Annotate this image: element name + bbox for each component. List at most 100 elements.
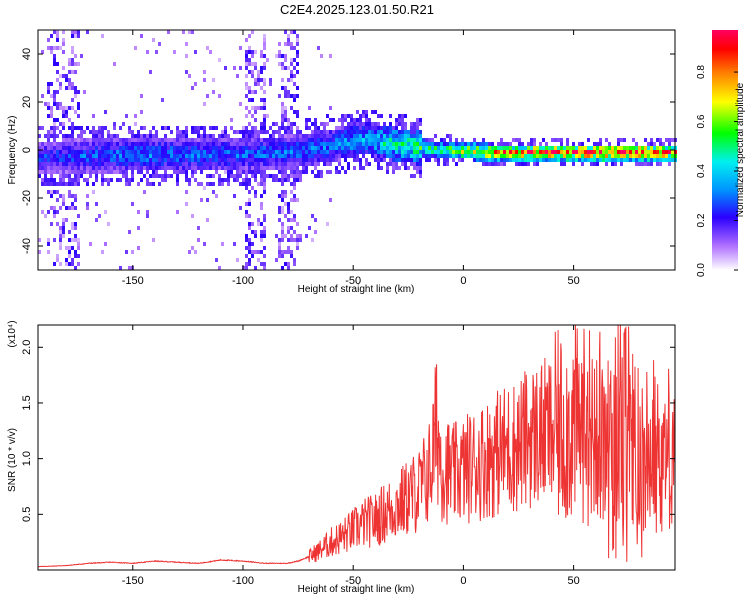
spectrogram-cell — [305, 166, 308, 170]
spectrogram-cell — [548, 158, 551, 162]
spectrogram-cell — [77, 134, 80, 138]
spectrogram-cell — [74, 154, 77, 158]
spectrogram-cell — [173, 170, 176, 174]
spectrogram-cell — [275, 130, 278, 134]
spectrogram-cell — [290, 250, 293, 254]
spectrogram-cell — [356, 118, 359, 122]
spectrogram-cell — [95, 138, 98, 142]
spectrogram-cell — [284, 194, 287, 198]
spectrogram-cell — [47, 182, 50, 186]
spectrogram-cell — [161, 174, 164, 178]
spectrogram-cell — [383, 130, 386, 134]
spectrogram-cell — [320, 170, 323, 174]
spectrogram-cell — [299, 234, 302, 238]
spectrogram-cell — [185, 190, 188, 194]
spectrogram-cell — [305, 134, 308, 138]
spectrogram-cell — [590, 146, 593, 150]
spectrogram-cell — [290, 190, 293, 194]
spectrogram-cell — [68, 190, 71, 194]
spectrogram-cell — [602, 146, 605, 150]
spectrogram-cell — [290, 254, 293, 258]
spectrogram-cell — [380, 138, 383, 142]
spectrogram-cell — [68, 146, 71, 150]
spectrogram-cell — [143, 134, 146, 138]
spectrogram-cell — [278, 250, 281, 254]
spectrogram-cell — [296, 242, 299, 246]
spectrogram-cell — [401, 142, 404, 146]
spectrogram-cell — [278, 126, 281, 130]
spectrogram-cell — [575, 150, 578, 154]
spectrogram-cell — [323, 154, 326, 158]
spectrogram-cell — [80, 158, 83, 162]
spectrogram-cell — [116, 170, 119, 174]
spectrogram-cell — [251, 70, 254, 74]
spectrogram-cell — [431, 154, 434, 158]
spectrogram-cell — [314, 126, 317, 130]
spectrogram-cell — [476, 150, 479, 154]
spectrogram-cell — [275, 122, 278, 126]
spectrogram-cell — [185, 70, 188, 74]
spectrogram-cell — [398, 118, 401, 122]
spectrogram-cell — [287, 34, 290, 38]
spectrogram-cell — [359, 122, 362, 126]
spectrogram-cell — [128, 182, 131, 186]
spectrogram-cell — [284, 162, 287, 166]
spectrogram-cell — [278, 206, 281, 210]
spectrogram-cell — [305, 138, 308, 142]
spectrogram-cell — [53, 178, 56, 182]
spectrogram-cell — [98, 150, 101, 154]
spectrogram-cell — [197, 182, 200, 186]
spectrogram-cell — [371, 130, 374, 134]
spectrogram-cell — [287, 158, 290, 162]
spectrogram-cell — [200, 166, 203, 170]
spectrogram-cell — [197, 166, 200, 170]
spectrogram-cell — [245, 54, 248, 58]
spectrogram-cell — [260, 146, 263, 150]
spectrogram-cell — [80, 150, 83, 154]
spectrogram-cell — [347, 134, 350, 138]
spectrogram-cell — [605, 158, 608, 162]
spectrogram-cell — [62, 154, 65, 158]
spectrogram-cell — [368, 138, 371, 142]
spectrogram-cell — [239, 102, 242, 106]
spectrogram-cell — [638, 162, 641, 166]
y-tick-label: 20 — [21, 96, 33, 108]
spectrogram-cell — [311, 130, 314, 134]
spectrogram-cell — [182, 150, 185, 154]
spectrogram-cell — [335, 146, 338, 150]
spectrogram-cell — [131, 130, 134, 134]
spectrogram-cell — [119, 154, 122, 158]
spectrogram-cell — [257, 166, 260, 170]
spectrogram-cell — [416, 122, 419, 126]
spectrogram-cell — [38, 142, 41, 146]
spectrogram-cell — [248, 226, 251, 230]
spectrogram-cell — [515, 138, 518, 142]
spectrogram-cell — [218, 150, 221, 154]
spectrogram-cell — [230, 154, 233, 158]
spectrogram-cell — [146, 166, 149, 170]
spectrogram-cell — [116, 166, 119, 170]
spectrogram-cell — [89, 170, 92, 174]
spectrogram-cell — [551, 158, 554, 162]
spectrogram-cell — [71, 126, 74, 130]
spectrogram-cell — [353, 166, 356, 170]
spectrogram-cell — [644, 146, 647, 150]
spectrogram-cell — [254, 126, 257, 130]
spectrogram-cell — [125, 174, 128, 178]
spectrogram-cell — [437, 154, 440, 158]
spectrogram-cell — [302, 166, 305, 170]
spectrogram-cell — [371, 146, 374, 150]
spectrogram-cell — [74, 266, 77, 270]
spectrogram-cell — [137, 150, 140, 154]
spectrogram-cell — [287, 210, 290, 214]
spectrogram-cell — [143, 142, 146, 146]
spectrogram-cell — [515, 146, 518, 150]
spectrogram-cell — [77, 178, 80, 182]
spectrogram-cell — [479, 150, 482, 154]
spectrogram-cell — [197, 226, 200, 230]
spectrogram-cell — [344, 170, 347, 174]
spectrogram-cell — [215, 194, 218, 198]
spectrogram-cell — [296, 138, 299, 142]
spectrogram-cell — [260, 174, 263, 178]
spectrogram-cell — [332, 158, 335, 162]
